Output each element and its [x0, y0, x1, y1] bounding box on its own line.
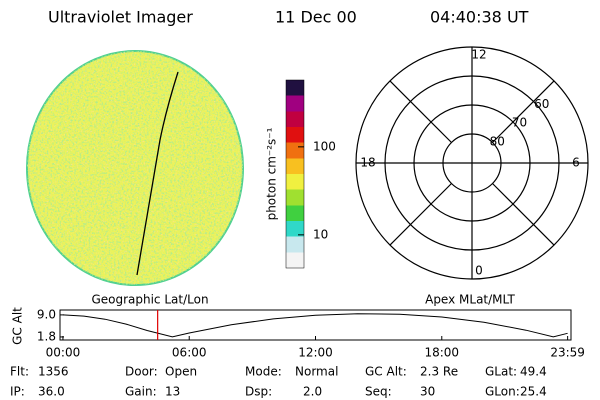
status-value: 2.0	[303, 385, 322, 399]
title: Ultraviolet Imager	[48, 8, 193, 27]
mlt-ray	[389, 183, 452, 246]
status-value: Normal	[295, 365, 338, 379]
x-tick-label: 18:00	[424, 346, 459, 360]
status-value: 25.4	[520, 385, 547, 399]
date: 11 Dec 00	[275, 8, 357, 27]
y-tick-label: 9.0	[37, 307, 56, 321]
status-value: 13	[165, 385, 180, 399]
status-label: Flt:	[10, 365, 29, 379]
x-tick-label: 23:59	[550, 346, 585, 360]
tick-label: 100	[313, 139, 336, 153]
mlt-ray	[492, 80, 555, 143]
terminator-line	[136, 71, 179, 276]
status-value: 49.4	[520, 365, 547, 379]
colorbar-label: photon cm⁻²s⁻¹	[265, 127, 279, 220]
x-tick-label: 00:00	[46, 346, 81, 360]
x-tick-label: 12:00	[298, 346, 333, 360]
status-label: Gain:	[125, 385, 157, 399]
status-value: 2.3 Re	[420, 365, 458, 379]
status-value: 36.0	[38, 385, 65, 399]
mlt-label: 12	[471, 48, 486, 62]
colorbar: photon cm⁻²s⁻¹ 10 100	[265, 79, 336, 269]
lat-label: 80	[490, 134, 505, 148]
tick-label: 10	[313, 227, 328, 241]
status-value: Open	[165, 365, 197, 379]
colorbar-scale	[285, 79, 305, 269]
plot-frame	[59, 309, 572, 341]
status-label: GC Alt:	[365, 365, 407, 379]
image-noise	[27, 51, 243, 285]
mlt-label: 0	[475, 264, 483, 278]
status-label: Dsp:	[245, 385, 272, 399]
y-tick-label: 1.8	[37, 329, 56, 343]
plot-title: Apex MLat/MLT	[425, 293, 515, 307]
status-label: Seq:	[365, 385, 392, 399]
mlt-ray	[492, 183, 555, 246]
status-label: Door:	[125, 365, 158, 379]
status-value: 1356	[38, 365, 69, 379]
mlt-ray	[389, 80, 452, 143]
time: 04:40:38 UT	[430, 8, 529, 27]
mlt-label: 6	[572, 156, 580, 170]
lat-label: 60	[534, 97, 549, 111]
status-label: GLat:	[485, 365, 517, 379]
uv-image	[26, 50, 244, 286]
status-value: 30	[420, 385, 435, 399]
status-label: IP:	[10, 385, 25, 399]
x-tick-label: 06:00	[172, 346, 207, 360]
status-label: Mode:	[245, 365, 282, 379]
status-label: GLon:	[485, 385, 520, 399]
altitude-curve	[62, 313, 568, 338]
status-panel: Flt: 1356 Door: Open Mode: Normal GC Alt: 2.3 R…	[10, 365, 547, 399]
y-axis-label: GC Alt	[11, 307, 25, 345]
lat-label: 70	[512, 116, 527, 130]
mlt-label: 18	[360, 156, 375, 170]
altitude-plot: Geographic Lat/Lon Apex MLat/MLT GC Alt …	[11, 293, 585, 360]
plot-title: Geographic Lat/Lon	[91, 293, 208, 307]
